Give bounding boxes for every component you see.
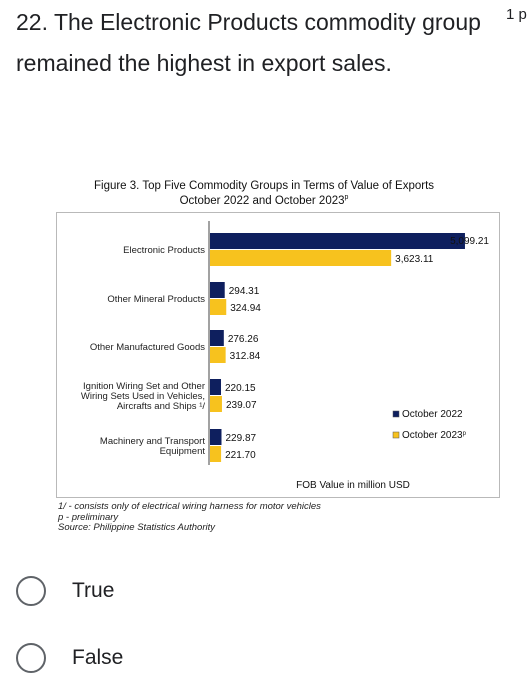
- data-label: 5,099.21: [450, 236, 489, 247]
- legend-label: October 2023p: [402, 430, 467, 441]
- category-label: Equipment: [160, 446, 206, 457]
- data-label: 312.84: [230, 351, 261, 362]
- chart-frame: Electronic Products 5,099.21 3,623.11 Other…: [56, 212, 500, 498]
- data-label: 239.07: [226, 400, 257, 411]
- bar-oct-2023: [210, 446, 222, 462]
- preliminary-note: p - preliminary: [58, 512, 119, 523]
- data-label: 324.94: [230, 303, 261, 314]
- figure-title: Figure 3. Top Five Commodity Groups in T…: [93, 180, 435, 192]
- bar-oct-2023: [210, 347, 226, 363]
- category-label: Wiring Sets Used in Vehicles,: [81, 391, 205, 402]
- data-label: 276.26: [228, 334, 259, 345]
- bar-oct-2023: [210, 396, 222, 412]
- bar-oct-2023: [210, 299, 227, 315]
- bar-oct-2022: [210, 282, 225, 298]
- bar-oct-2022: [210, 429, 222, 445]
- category-label: Electronic Products: [123, 245, 205, 256]
- data-label: 3,623.11: [395, 254, 434, 265]
- category-label: Ignition Wiring Set and Other: [83, 381, 205, 392]
- category-label: Machinery and Transport: [100, 436, 205, 447]
- bar-oct-2023: [210, 250, 392, 266]
- radio-false[interactable]: [16, 643, 46, 673]
- legend-superscript: p: [463, 431, 467, 437]
- question-text: 22. The Electronic Products commodity gr…: [16, 9, 481, 76]
- category-label: Other Mineral Products: [107, 294, 205, 305]
- figure-subtitle: October 2022 and October 2023p: [0, 194, 528, 207]
- footnote: 1/ - consists only of electrical wiring …: [58, 501, 321, 512]
- option-false[interactable]: False: [16, 643, 123, 673]
- data-label: 294.31: [229, 286, 260, 297]
- points-label: 1 p: [506, 6, 527, 23]
- legend-swatch: [392, 431, 400, 439]
- figure-subtitle-text: October 2022 and October 2023: [179, 194, 345, 207]
- option-true[interactable]: True: [16, 576, 114, 606]
- bar-oct-2022: [210, 379, 222, 395]
- bar-chart: Electronic Products 5,099.21 3,623.11 Other…: [81, 221, 489, 491]
- legend-label: October 2022: [402, 409, 463, 420]
- data-label: 229.87: [225, 433, 256, 444]
- data-label: 220.15: [225, 383, 256, 394]
- bar-oct-2022: [210, 233, 465, 249]
- bar-oct-2022: [210, 330, 224, 346]
- option-false-label: False: [72, 646, 124, 669]
- radio-true[interactable]: [16, 576, 46, 606]
- legend-swatch: [392, 410, 400, 418]
- x-axis-label: FOB Value in million USD: [296, 480, 410, 491]
- figure-subtitle-superscript: p: [344, 194, 349, 201]
- data-label: 221.70: [225, 450, 256, 461]
- category-label: Other Manufactured Goods: [90, 342, 205, 353]
- source-note: Source: Philippine Statistics Authority: [58, 522, 216, 533]
- category-label: Aircrafts and Ships ¹/: [117, 401, 206, 412]
- option-true-label: True: [72, 579, 115, 602]
